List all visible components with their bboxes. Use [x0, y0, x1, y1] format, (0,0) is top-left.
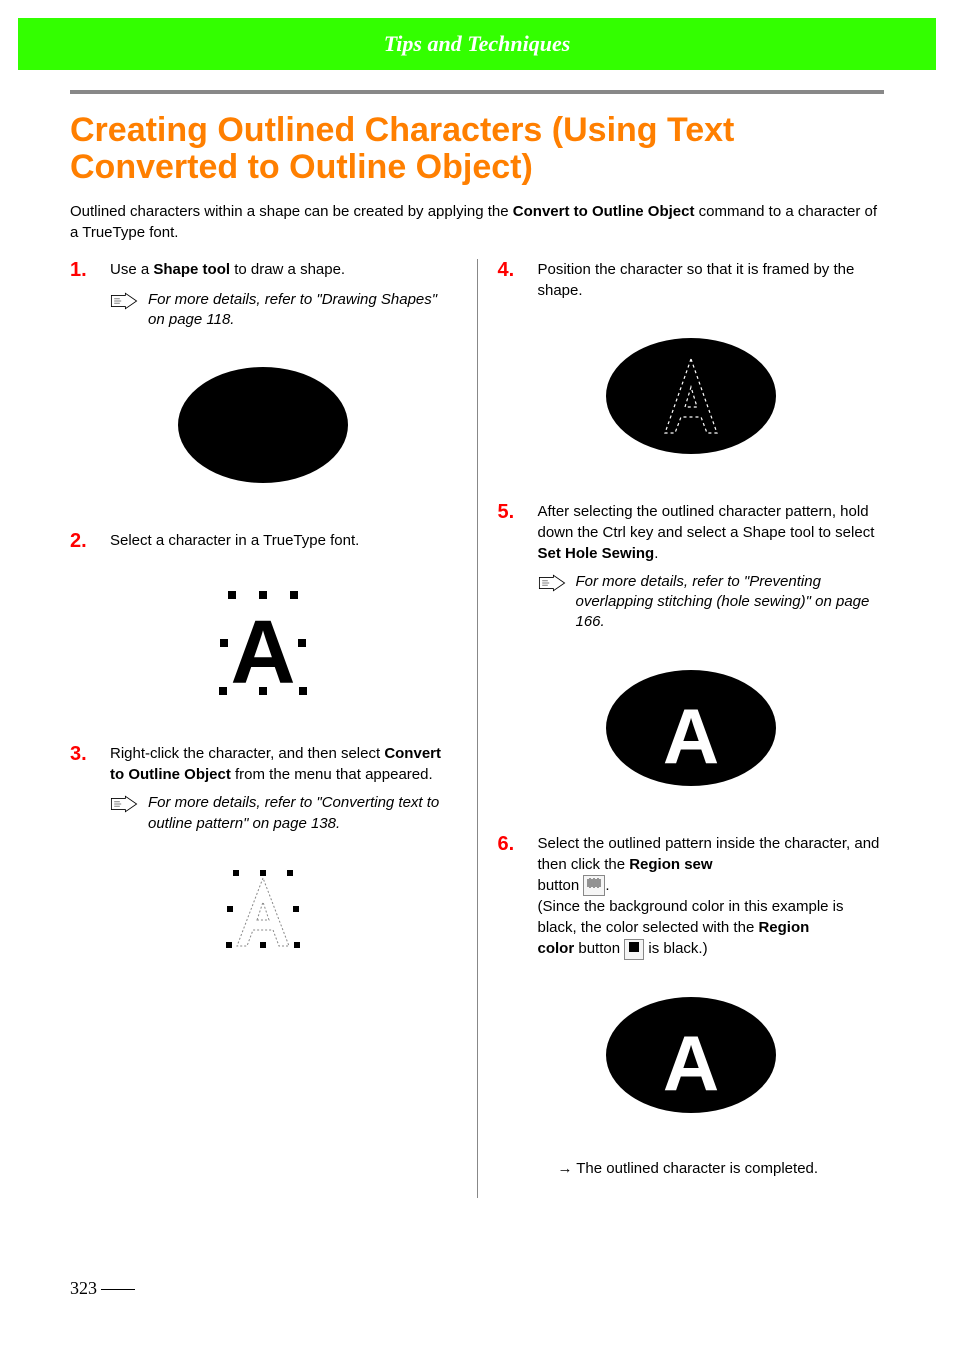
note-text: For more details, refer to "Preventing o…	[576, 572, 885, 633]
step-number: 1.	[70, 259, 96, 282]
figure-final: A	[498, 990, 885, 1120]
svg-text:A: A	[663, 1019, 719, 1107]
left-column: 1. Use a Shape tool to draw a shape. For…	[70, 259, 477, 1198]
svg-text:A: A	[231, 603, 296, 703]
step-5: 5. After selecting the outlined characte…	[498, 501, 885, 793]
step-6: 6. Select the outlined pattern inside th…	[498, 833, 885, 1178]
intro-bold: Convert to Outline Object	[513, 203, 695, 220]
step-4: 4. Position the character so that it is …	[498, 259, 885, 461]
result-text: → The outlined character is completed.	[558, 1160, 885, 1178]
step-number: 5.	[498, 501, 524, 524]
region-color-icon	[624, 939, 644, 960]
section-title: Tips and Techniques	[384, 31, 571, 57]
step-2: 2. Select a character in a TrueType font…	[70, 530, 457, 703]
step-3: 3. Right-click the character, and then s…	[70, 743, 457, 954]
note-text: For more details, refer to "Drawing Shap…	[148, 290, 457, 331]
right-column: 4. Position the character so that it is …	[478, 259, 885, 1198]
intro-pre: Outlined characters within a shape can b…	[70, 203, 513, 220]
svg-text:A: A	[663, 692, 719, 780]
pointer-icon	[110, 292, 138, 310]
page-content: Creating Outlined Characters (Using Text…	[0, 94, 954, 1238]
page-number: 323	[70, 1278, 954, 1299]
step-text: Position the character so that it is fra…	[538, 259, 885, 301]
step-number: 6.	[498, 833, 524, 856]
note: For more details, refer to "Drawing Shap…	[110, 290, 457, 331]
figure-char-a: A	[70, 583, 457, 703]
header-bar: Tips and Techniques	[18, 18, 936, 70]
step-text: Use a Shape tool to draw a shape.	[110, 259, 345, 280]
figure-outline-a	[70, 864, 457, 954]
arrow-icon: →	[558, 1161, 577, 1177]
step-text: Select the outlined pattern inside the c…	[538, 833, 885, 960]
step-text: Select a character in a TrueType font.	[110, 530, 359, 551]
step-1: 1. Use a Shape tool to draw a shape. For…	[70, 259, 457, 491]
step-number: 4.	[498, 259, 524, 282]
step-number: 2.	[70, 530, 96, 553]
intro-text: Outlined characters within a shape can b…	[70, 201, 884, 243]
step-text: After selecting the outlined character p…	[538, 501, 885, 564]
figure-oval-outline-a	[498, 331, 885, 461]
figure-oval	[70, 360, 457, 490]
step-text: Right-click the character, and then sele…	[110, 743, 457, 785]
note: For more details, refer to "Preventing o…	[538, 572, 885, 633]
note: For more details, refer to "Converting t…	[110, 793, 457, 834]
figure-oval-white-a: A	[498, 663, 885, 793]
step-number: 3.	[70, 743, 96, 766]
pointer-icon	[110, 795, 138, 813]
page-title: Creating Outlined Characters (Using Text…	[70, 112, 884, 187]
two-column-layout: 1. Use a Shape tool to draw a shape. For…	[70, 259, 884, 1198]
note-text: For more details, refer to "Converting t…	[148, 793, 457, 834]
region-sew-icon	[583, 875, 605, 896]
pointer-icon	[538, 574, 566, 592]
